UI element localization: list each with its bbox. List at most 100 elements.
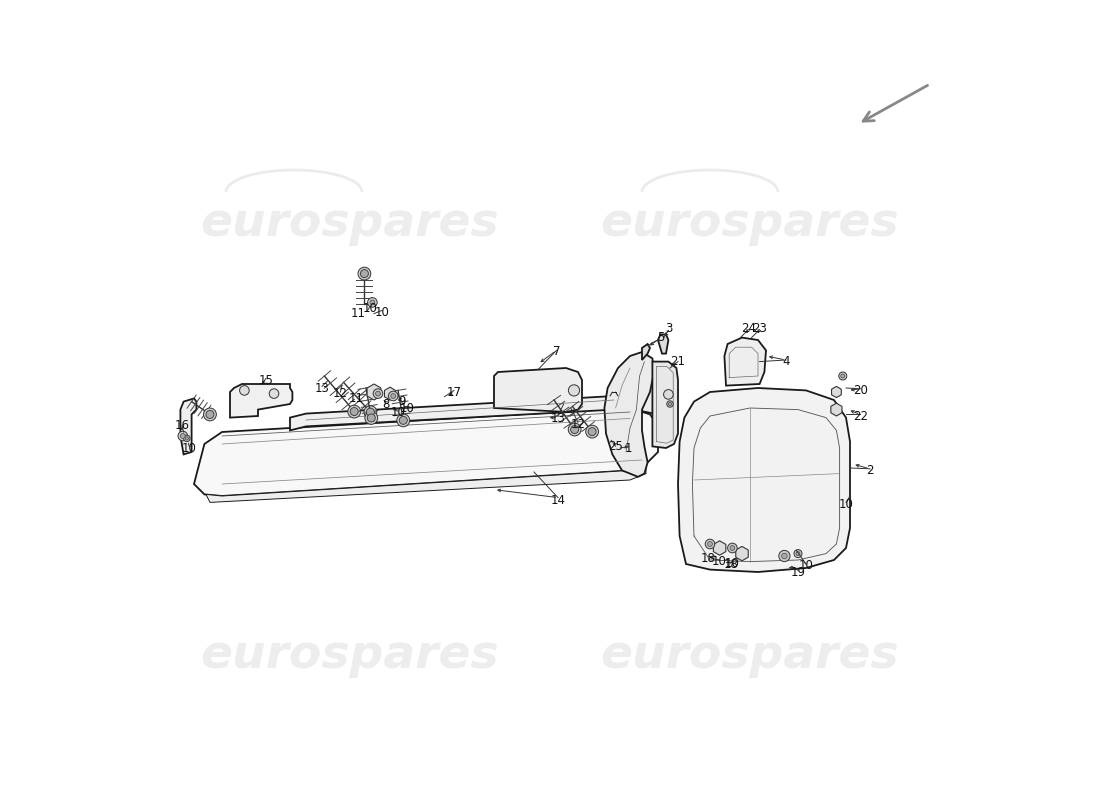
Text: 3: 3 bbox=[664, 322, 672, 334]
Polygon shape bbox=[678, 388, 850, 572]
Circle shape bbox=[365, 411, 377, 424]
Polygon shape bbox=[180, 398, 197, 454]
Circle shape bbox=[705, 539, 715, 549]
Polygon shape bbox=[725, 338, 766, 386]
Circle shape bbox=[358, 267, 371, 280]
Circle shape bbox=[399, 416, 407, 424]
Polygon shape bbox=[385, 387, 396, 400]
Circle shape bbox=[240, 386, 250, 395]
Circle shape bbox=[569, 423, 581, 436]
Circle shape bbox=[180, 434, 185, 438]
Circle shape bbox=[588, 428, 596, 436]
Text: 19: 19 bbox=[791, 566, 805, 578]
Text: 21: 21 bbox=[671, 355, 685, 368]
Circle shape bbox=[178, 431, 188, 441]
Circle shape bbox=[206, 410, 213, 418]
Polygon shape bbox=[652, 362, 678, 448]
Circle shape bbox=[397, 414, 409, 426]
Text: 23: 23 bbox=[752, 322, 767, 334]
Circle shape bbox=[370, 300, 375, 305]
Circle shape bbox=[390, 394, 396, 398]
Polygon shape bbox=[230, 384, 293, 418]
Circle shape bbox=[730, 546, 735, 550]
Text: 10: 10 bbox=[725, 557, 740, 570]
Polygon shape bbox=[832, 386, 842, 398]
Circle shape bbox=[366, 408, 374, 416]
Circle shape bbox=[367, 298, 377, 307]
Text: 4: 4 bbox=[782, 355, 790, 368]
Circle shape bbox=[364, 406, 377, 418]
Text: 10: 10 bbox=[182, 442, 197, 454]
Text: 18: 18 bbox=[724, 558, 738, 571]
Text: 20: 20 bbox=[852, 384, 868, 397]
Text: 24: 24 bbox=[741, 322, 756, 334]
Text: 22: 22 bbox=[852, 410, 868, 422]
Polygon shape bbox=[604, 352, 654, 477]
Circle shape bbox=[569, 385, 580, 396]
Text: 5: 5 bbox=[657, 331, 664, 344]
Circle shape bbox=[663, 390, 673, 399]
Polygon shape bbox=[736, 546, 748, 561]
Circle shape bbox=[184, 435, 190, 442]
Text: 10: 10 bbox=[400, 402, 415, 414]
Circle shape bbox=[350, 407, 359, 415]
Text: 2: 2 bbox=[867, 464, 873, 477]
Circle shape bbox=[367, 414, 375, 422]
Circle shape bbox=[185, 437, 188, 440]
Text: 10: 10 bbox=[838, 498, 854, 510]
Text: eurospares: eurospares bbox=[200, 634, 499, 678]
Text: 1: 1 bbox=[625, 442, 632, 454]
Polygon shape bbox=[367, 384, 381, 400]
Polygon shape bbox=[658, 334, 669, 354]
Text: eurospares: eurospares bbox=[601, 634, 900, 678]
Text: 10: 10 bbox=[375, 306, 389, 318]
Polygon shape bbox=[194, 408, 658, 496]
Circle shape bbox=[794, 550, 802, 558]
Circle shape bbox=[707, 542, 713, 546]
Circle shape bbox=[796, 552, 800, 555]
Circle shape bbox=[361, 270, 368, 278]
Text: 15: 15 bbox=[258, 374, 274, 386]
Text: 10: 10 bbox=[712, 555, 727, 568]
Circle shape bbox=[388, 391, 398, 401]
Circle shape bbox=[727, 543, 737, 553]
Circle shape bbox=[373, 389, 383, 398]
Circle shape bbox=[667, 401, 673, 407]
Text: 18: 18 bbox=[701, 552, 716, 565]
Circle shape bbox=[782, 554, 788, 558]
Polygon shape bbox=[494, 368, 582, 412]
Circle shape bbox=[779, 550, 790, 562]
Circle shape bbox=[204, 408, 217, 421]
Text: 8: 8 bbox=[383, 398, 389, 410]
Text: 7: 7 bbox=[552, 346, 560, 358]
Text: eurospares: eurospares bbox=[200, 202, 499, 246]
Circle shape bbox=[669, 402, 672, 406]
Text: eurospares: eurospares bbox=[601, 202, 900, 246]
Circle shape bbox=[375, 391, 381, 396]
Polygon shape bbox=[830, 403, 842, 416]
Text: 13: 13 bbox=[551, 412, 565, 425]
Text: 25: 25 bbox=[608, 440, 623, 453]
Text: 10: 10 bbox=[799, 559, 813, 572]
Text: 11: 11 bbox=[349, 392, 364, 405]
Text: 9: 9 bbox=[398, 395, 406, 408]
Polygon shape bbox=[714, 541, 726, 555]
Polygon shape bbox=[206, 466, 646, 502]
Text: 11: 11 bbox=[351, 307, 365, 320]
Circle shape bbox=[571, 426, 579, 434]
Text: 10: 10 bbox=[363, 302, 377, 314]
Text: 12: 12 bbox=[333, 387, 348, 400]
Circle shape bbox=[585, 426, 598, 438]
Text: 13: 13 bbox=[315, 382, 329, 394]
Circle shape bbox=[348, 405, 361, 418]
Circle shape bbox=[840, 374, 845, 378]
Text: 17: 17 bbox=[447, 386, 462, 398]
Circle shape bbox=[270, 389, 278, 398]
Circle shape bbox=[839, 372, 847, 380]
Polygon shape bbox=[626, 376, 676, 414]
Text: 14: 14 bbox=[550, 494, 565, 506]
Text: 12: 12 bbox=[571, 418, 585, 430]
Text: 16: 16 bbox=[175, 419, 189, 432]
Polygon shape bbox=[642, 344, 650, 360]
Text: 10: 10 bbox=[390, 406, 406, 419]
